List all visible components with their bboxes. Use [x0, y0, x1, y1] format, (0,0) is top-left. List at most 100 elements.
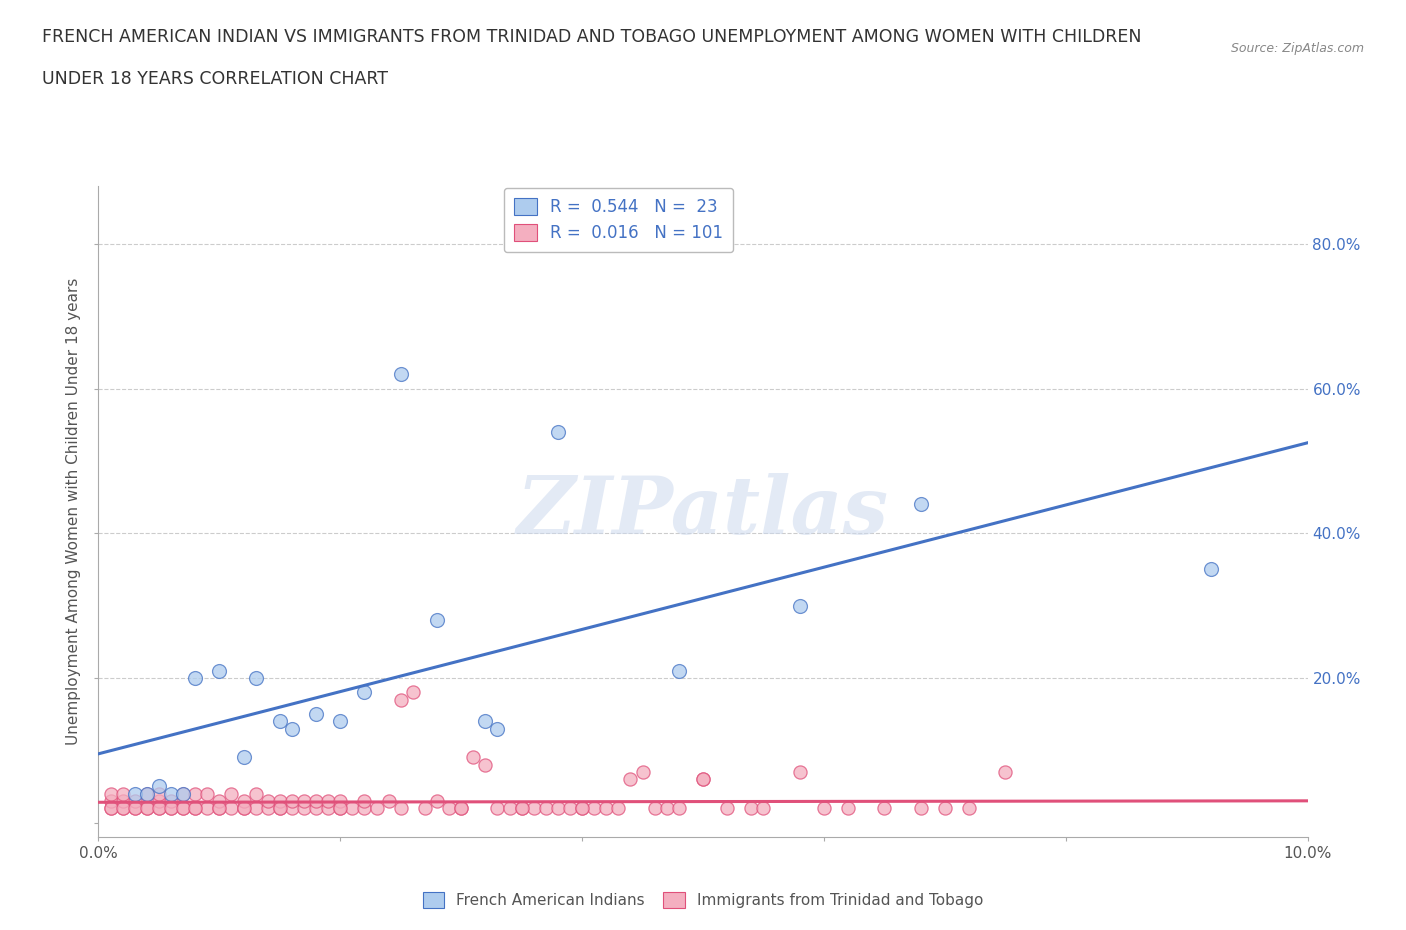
- Point: [740, 801, 762, 816]
- Point: [232, 801, 254, 816]
- Point: [148, 779, 170, 794]
- Point: [547, 424, 569, 439]
- Point: [208, 793, 231, 808]
- Point: [221, 801, 243, 816]
- Text: FRENCH AMERICAN INDIAN VS IMMIGRANTS FROM TRINIDAD AND TOBAGO UNEMPLOYMENT AMONG: FRENCH AMERICAN INDIAN VS IMMIGRANTS FRO…: [42, 28, 1142, 46]
- Point: [245, 786, 267, 801]
- Y-axis label: Unemployment Among Women with Children Under 18 years: Unemployment Among Women with Children U…: [66, 278, 82, 745]
- Point: [498, 801, 520, 816]
- Point: [305, 707, 328, 722]
- Point: [281, 793, 304, 808]
- Text: UNDER 18 YEARS CORRELATION CHART: UNDER 18 YEARS CORRELATION CHART: [42, 70, 388, 87]
- Point: [426, 613, 449, 628]
- Point: [595, 801, 617, 816]
- Point: [269, 801, 291, 816]
- Point: [486, 721, 509, 736]
- Point: [910, 801, 932, 816]
- Point: [256, 793, 278, 808]
- Point: [426, 793, 449, 808]
- Point: [571, 801, 593, 816]
- Point: [583, 801, 606, 816]
- Point: [111, 786, 134, 801]
- Point: [450, 801, 472, 816]
- Point: [148, 793, 170, 808]
- Point: [692, 772, 714, 787]
- Point: [281, 801, 304, 816]
- Point: [353, 801, 375, 816]
- Point: [305, 793, 328, 808]
- Point: [172, 786, 194, 801]
- Legend: French American Indians, Immigrants from Trinidad and Tobago: French American Indians, Immigrants from…: [416, 885, 990, 914]
- Point: [124, 793, 146, 808]
- Point: [160, 793, 183, 808]
- Point: [353, 793, 375, 808]
- Point: [305, 801, 328, 816]
- Point: [135, 801, 157, 816]
- Point: [413, 801, 436, 816]
- Point: [474, 757, 496, 772]
- Point: [184, 786, 207, 801]
- Point: [655, 801, 678, 816]
- Point: [668, 663, 690, 678]
- Point: [402, 684, 425, 699]
- Point: [994, 764, 1017, 779]
- Point: [353, 684, 375, 699]
- Point: [389, 692, 412, 707]
- Point: [281, 721, 304, 736]
- Point: [135, 786, 157, 801]
- Point: [329, 714, 352, 729]
- Point: [934, 801, 956, 816]
- Point: [873, 801, 896, 816]
- Point: [111, 793, 134, 808]
- Point: [195, 801, 218, 816]
- Point: [195, 786, 218, 801]
- Point: [208, 801, 231, 816]
- Point: [100, 786, 122, 801]
- Point: [135, 786, 157, 801]
- Point: [232, 793, 254, 808]
- Point: [172, 786, 194, 801]
- Point: [256, 801, 278, 816]
- Point: [124, 786, 146, 801]
- Point: [208, 801, 231, 816]
- Point: [329, 793, 352, 808]
- Point: [437, 801, 460, 816]
- Point: [245, 801, 267, 816]
- Point: [316, 793, 339, 808]
- Point: [716, 801, 738, 816]
- Point: [100, 801, 122, 816]
- Point: [668, 801, 690, 816]
- Point: [124, 801, 146, 816]
- Point: [292, 793, 315, 808]
- Point: [571, 801, 593, 816]
- Point: [184, 671, 207, 685]
- Point: [534, 801, 557, 816]
- Point: [124, 801, 146, 816]
- Point: [752, 801, 775, 816]
- Point: [135, 801, 157, 816]
- Point: [148, 786, 170, 801]
- Point: [148, 801, 170, 816]
- Text: Source: ZipAtlas.com: Source: ZipAtlas.com: [1230, 42, 1364, 55]
- Point: [111, 801, 134, 816]
- Point: [377, 793, 399, 808]
- Point: [269, 793, 291, 808]
- Point: [232, 750, 254, 764]
- Point: [269, 801, 291, 816]
- Point: [523, 801, 546, 816]
- Point: [160, 801, 183, 816]
- Point: [172, 801, 194, 816]
- Point: [184, 801, 207, 816]
- Point: [100, 793, 122, 808]
- Point: [910, 497, 932, 512]
- Point: [245, 671, 267, 685]
- Point: [389, 801, 412, 816]
- Point: [269, 714, 291, 729]
- Point: [208, 663, 231, 678]
- Point: [510, 801, 533, 816]
- Point: [292, 801, 315, 816]
- Point: [510, 801, 533, 816]
- Point: [148, 801, 170, 816]
- Point: [547, 801, 569, 816]
- Point: [221, 786, 243, 801]
